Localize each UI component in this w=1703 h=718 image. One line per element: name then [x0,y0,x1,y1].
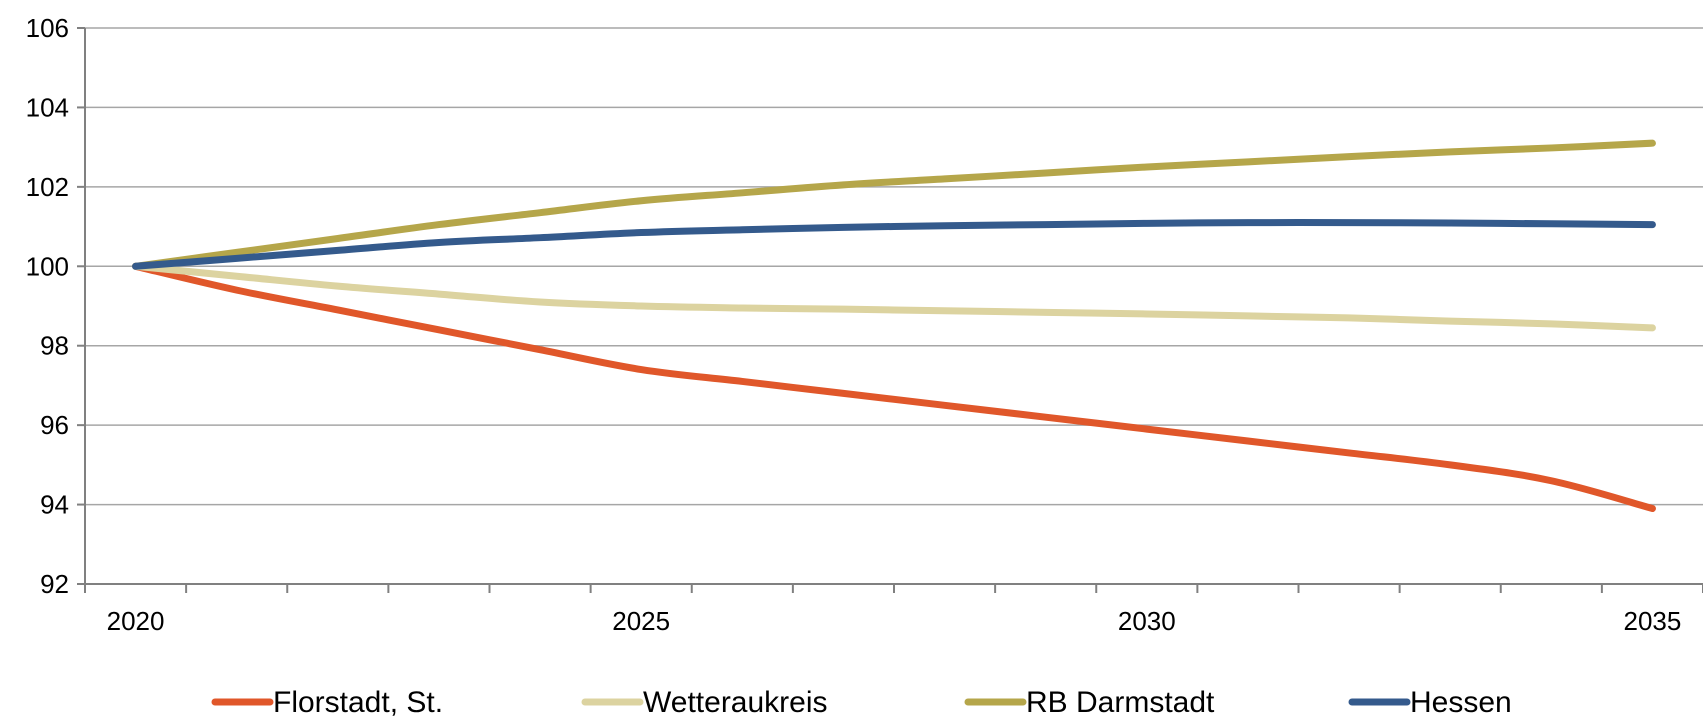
legend-label-florstadt-st: Florstadt, St. [273,686,443,718]
y-tick-label: 96 [40,410,69,440]
y-tick-label: 104 [26,92,69,122]
y-tick-label: 106 [26,13,69,43]
y-tick-label: 92 [40,569,69,599]
series-line-hessen [132,219,1656,270]
legend-label-rb-darmstadt: RB Darmstadt [1026,686,1215,718]
series-line-rb-darmstadt [132,139,1656,270]
x-tick-label: 2020 [107,606,165,636]
legend: Florstadt, St. Wetteraukreis RB Darmstadt H… [211,686,1512,718]
x-tick-label: 2025 [612,606,670,636]
y-tick-label: 98 [40,331,69,361]
x-tick-label: 2030 [1118,606,1176,636]
x-tick-label: 2035 [1624,606,1682,636]
legend-label-wetteraukreis: Wetteraukreis [643,686,828,718]
series-lines [132,139,1656,513]
y-tick-label: 100 [26,251,69,281]
gridlines [85,27,1703,506]
legend-label-hessen: Hessen [1410,686,1512,718]
series-line-wetteraukreis [132,262,1656,332]
axes: 92 94 96 98 100 102 104 106 2020 2025 2030 2035 [26,13,1703,636]
y-tick-label: 94 [40,490,69,520]
series-line-florstadt-st [132,262,1656,513]
y-tick-label: 102 [26,172,69,202]
